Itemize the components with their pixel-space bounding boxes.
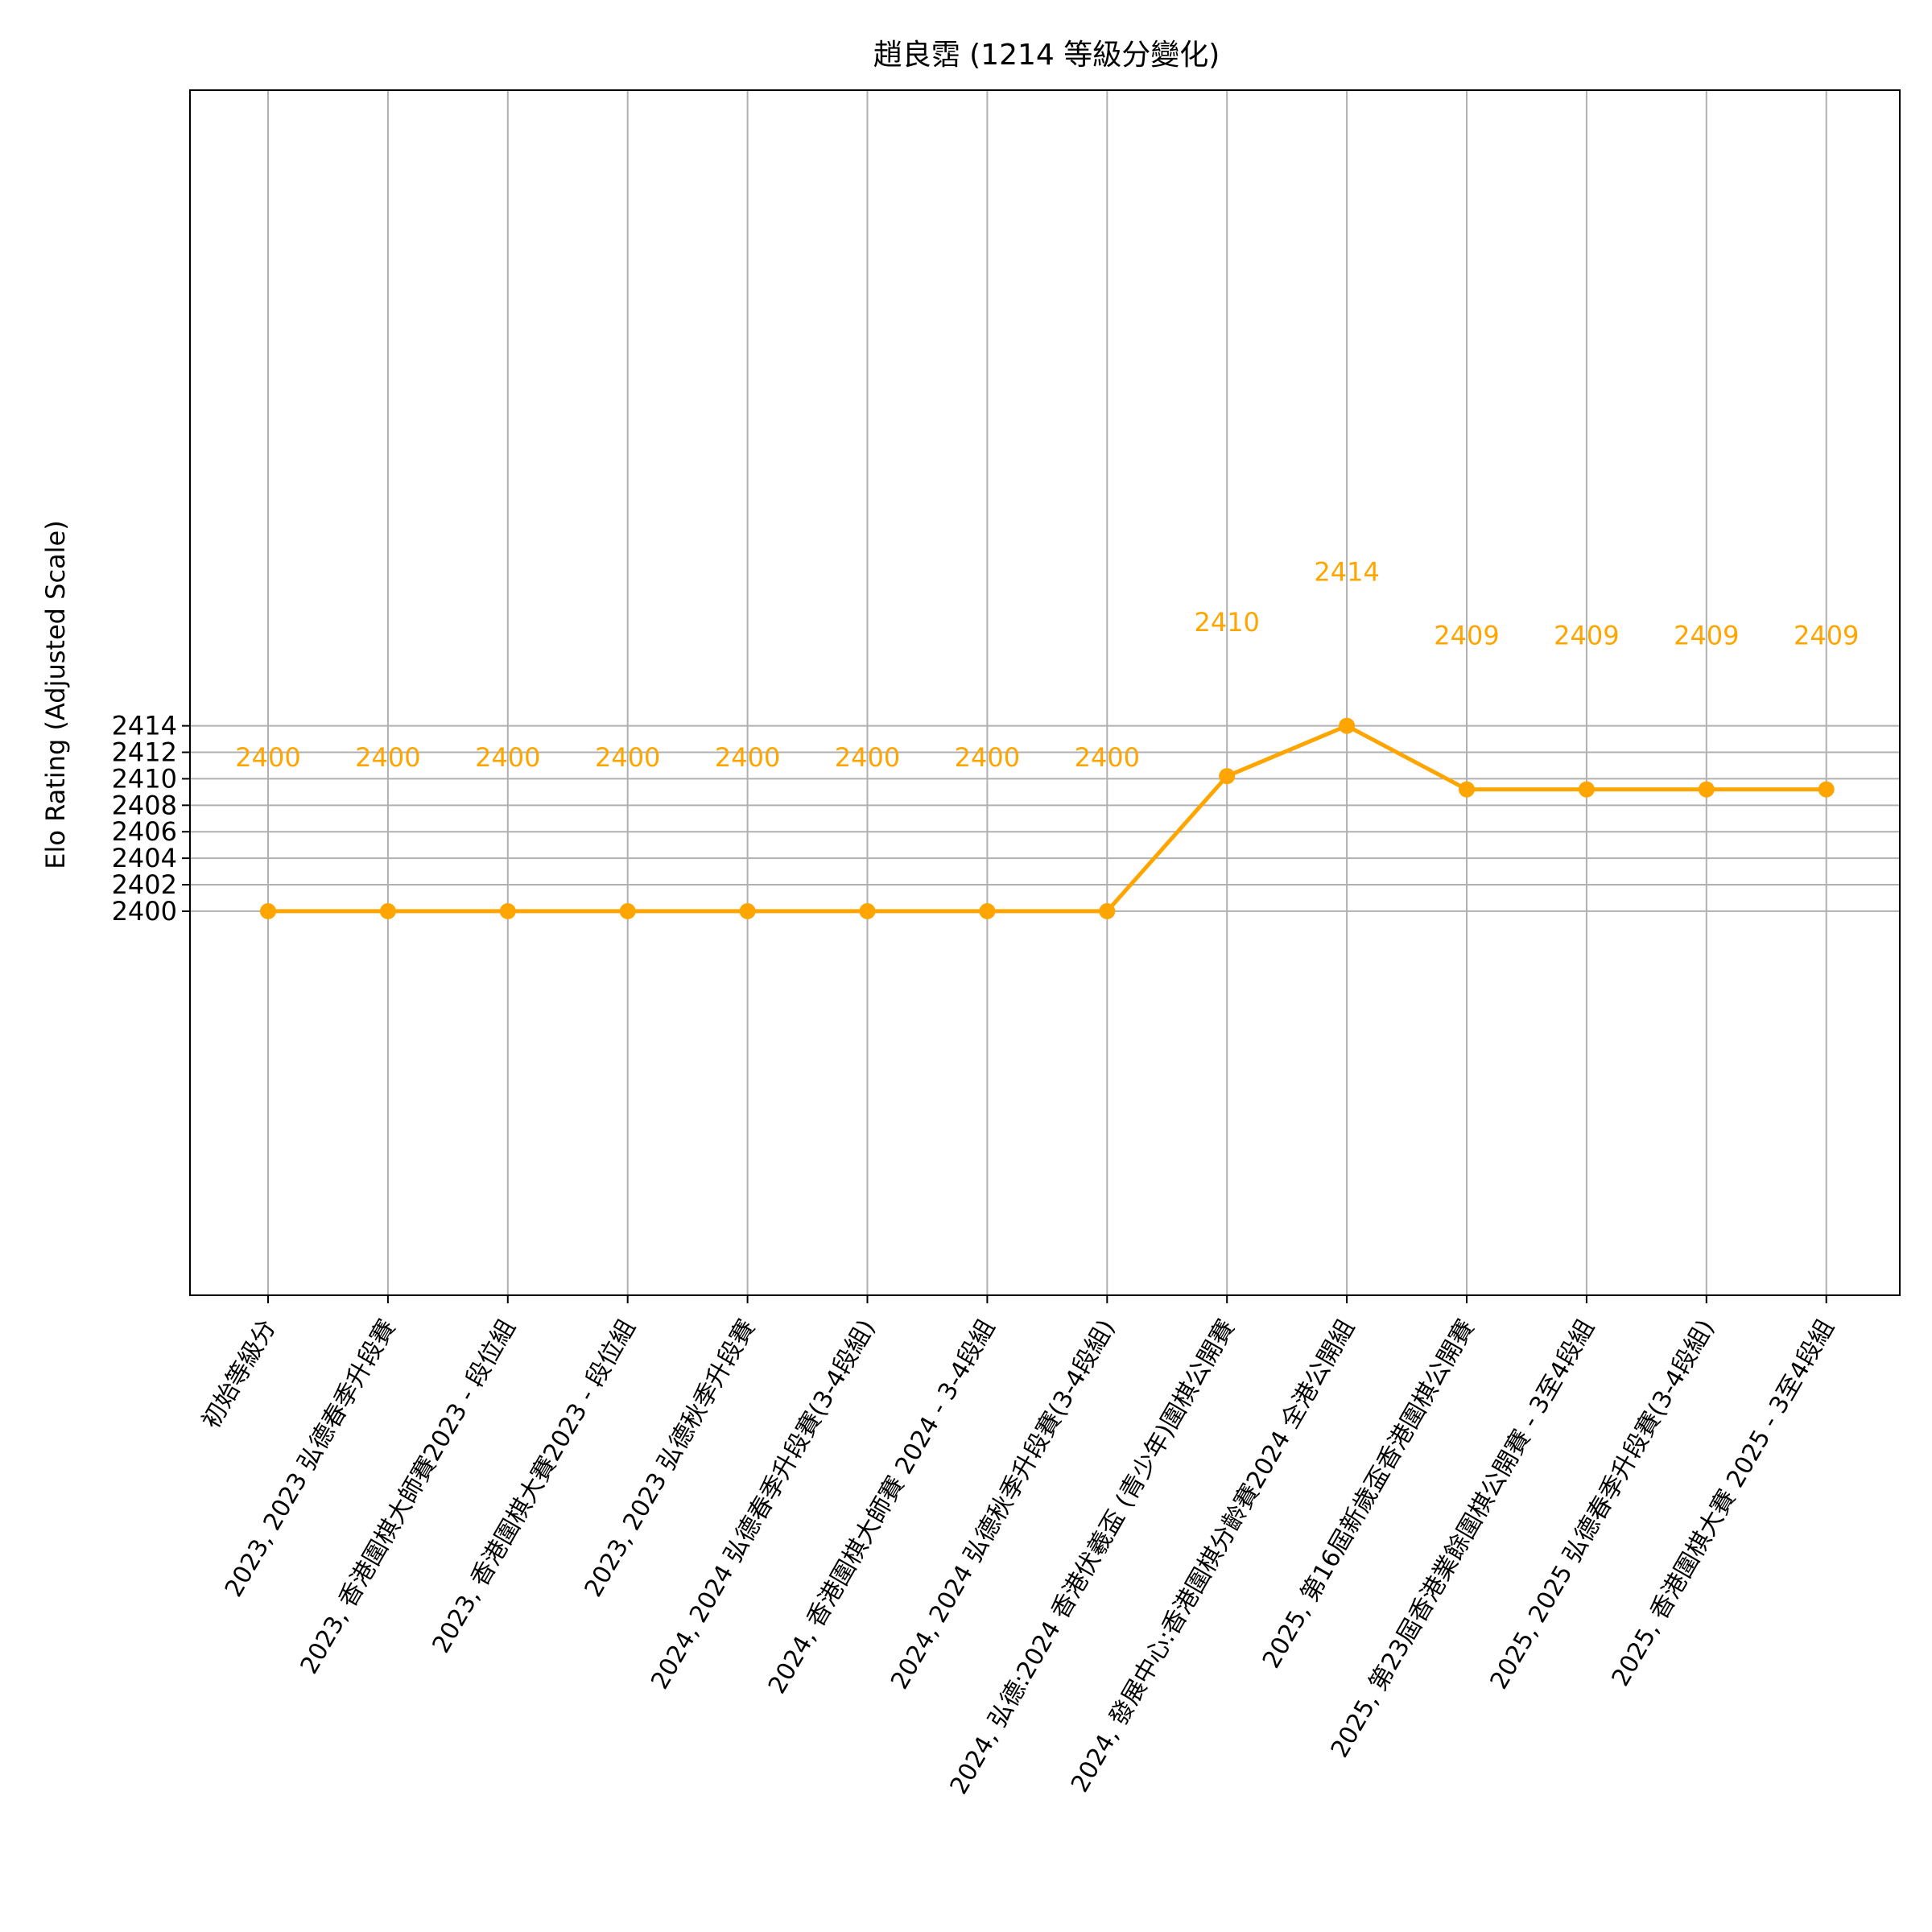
y-tick-label: 2402: [112, 869, 177, 900]
data-point: [1219, 768, 1236, 785]
data-label: 2400: [1075, 742, 1140, 773]
data-label: 2400: [955, 742, 1020, 773]
data-point: [260, 902, 276, 919]
y-tick-label: 2404: [112, 843, 177, 873]
data-label: 2409: [1794, 621, 1859, 651]
data-point: [1339, 717, 1356, 734]
data-label: 2409: [1434, 621, 1499, 651]
data-label: 2409: [1554, 621, 1619, 651]
data-point: [619, 902, 636, 919]
x-tick-label: 2024, 2024 弘德春季升段賽(3-4段組): [646, 1315, 881, 1695]
x-tick-label: 2025, 香港圍棋大賽 2025 - 3至4段組: [1607, 1315, 1840, 1691]
data-label: 2400: [835, 742, 900, 773]
x-tick-label: 2023, 香港圍棋大師賽2023 - 段位組: [295, 1315, 522, 1679]
y-axis-label: Elo Rating (Adjusted Scale): [40, 520, 71, 869]
y-tick-label: 2408: [112, 790, 177, 820]
x-tick-label: 2024, 香港圍棋大師賽 2024 - 3-4段組: [763, 1315, 1001, 1699]
data-point: [1459, 781, 1475, 798]
y-tick-label: 2410: [112, 763, 177, 794]
x-tick-label: 初始等級分: [197, 1315, 282, 1434]
x-tick-label: 2025, 第23屆香港業餘圍棋公開賽 - 3至4段組: [1326, 1315, 1600, 1763]
x-tick-label: 2025, 2025 弘德春季升段賽(3-4段組): [1485, 1315, 1720, 1695]
x-tick-label: 2024, 2024 弘德秋季升段賽(3-4段組): [886, 1315, 1121, 1695]
data-point: [1818, 781, 1835, 798]
data-label: 2400: [595, 742, 660, 773]
data-label: 2400: [355, 742, 420, 773]
y-tick-label: 2412: [112, 737, 177, 768]
y-tick-label: 2400: [112, 896, 177, 927]
data-point: [499, 902, 516, 919]
data-point: [979, 902, 996, 919]
data-point: [1698, 781, 1715, 798]
plot-frame: [189, 89, 1901, 1296]
data-labels: 2400 2400 2400 2400 2400 2400 2400 2400 2410 2414…: [235, 557, 1859, 773]
data-point: [379, 902, 396, 919]
data-point: [1099, 902, 1116, 919]
data-label: 2409: [1674, 621, 1739, 651]
data-label: 2400: [715, 742, 780, 773]
x-tick-label: 2023, 香港圍棋大賽2023 - 段位組: [427, 1315, 641, 1658]
data-point: [859, 902, 876, 919]
y-tick-label: 2406: [112, 816, 177, 847]
data-point: [739, 902, 756, 919]
y-tick-label: 2414: [112, 711, 177, 741]
data-label: 2400: [475, 742, 540, 773]
series-line-group: [260, 717, 1835, 919]
data-label: 2410: [1194, 607, 1259, 638]
x-tick-label: 2025, 第16屆新歲盃香港圍棋公開賽: [1257, 1315, 1480, 1674]
series-line: [268, 724, 1827, 914]
grid-lines: [190, 90, 1900, 1295]
data-label: 2414: [1314, 557, 1379, 588]
chart-title: 趙良霑 (1214 等級分變化): [873, 39, 1220, 72]
data-label: 2400: [235, 742, 300, 773]
data-point: [1578, 781, 1595, 798]
